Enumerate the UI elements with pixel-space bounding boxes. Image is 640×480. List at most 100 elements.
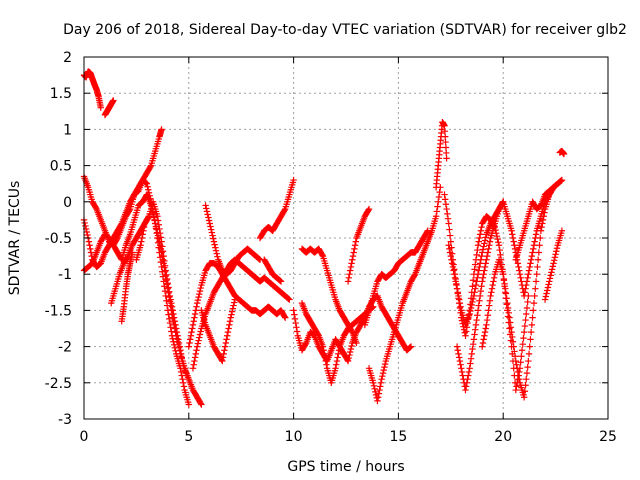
data-point	[193, 343, 201, 350]
data-point	[117, 255, 125, 262]
series-arc-20	[361, 227, 431, 329]
data-point	[375, 390, 383, 397]
data-point	[446, 226, 453, 233]
data-point	[516, 375, 523, 383]
data-point	[346, 267, 354, 274]
data-point	[508, 227, 515, 234]
data-point	[178, 354, 186, 361]
data-point	[541, 209, 548, 216]
series-arc-14	[261, 256, 285, 285]
x-tick-label: 5	[184, 429, 193, 445]
data-point	[160, 278, 167, 285]
data-point	[514, 368, 522, 376]
data-point	[172, 321, 179, 329]
data-point	[517, 359, 524, 366]
data-point	[380, 366, 387, 374]
data-point	[170, 314, 178, 321]
data-point	[345, 274, 352, 282]
data-point	[166, 288, 173, 295]
data-point	[346, 351, 353, 359]
data-point	[476, 231, 484, 238]
data-point	[458, 365, 465, 372]
data-point	[476, 234, 483, 242]
data-point	[351, 245, 358, 253]
data-point	[530, 299, 538, 307]
data-point	[229, 305, 237, 312]
x-axis-label: GPS time / hours	[287, 459, 404, 475]
data-point	[290, 307, 297, 314]
series-arc-7	[118, 249, 136, 325]
data-point	[212, 247, 220, 254]
data-point	[450, 267, 457, 274]
data-point	[140, 223, 148, 231]
data-point	[522, 382, 529, 389]
data-point	[546, 275, 554, 282]
data-point	[161, 262, 169, 269]
data-point	[446, 232, 454, 239]
data-point	[202, 202, 209, 209]
data-point	[192, 307, 199, 314]
data-point	[519, 340, 526, 348]
data-point	[277, 278, 285, 285]
series-arc-17	[298, 245, 360, 347]
data-point	[538, 223, 545, 231]
data-point	[523, 278, 531, 285]
data-point	[373, 394, 380, 402]
data-point	[501, 280, 508, 288]
data-point	[475, 238, 482, 245]
data-point	[129, 249, 136, 256]
data-point	[277, 277, 284, 285]
data-point	[97, 104, 104, 111]
data-point	[454, 347, 461, 354]
data-point	[486, 302, 493, 309]
data-point	[457, 361, 464, 368]
data-point	[448, 260, 456, 267]
data-point	[441, 191, 448, 198]
data-point	[520, 328, 528, 336]
data-point	[485, 245, 492, 253]
data-point	[442, 138, 449, 146]
data-point	[423, 228, 431, 236]
x-tick-label: 10	[285, 429, 303, 445]
data-point	[481, 240, 488, 247]
data-point	[192, 350, 199, 358]
data-point	[473, 278, 480, 285]
data-point	[472, 326, 479, 333]
data-point	[467, 355, 475, 362]
data-point	[170, 310, 177, 318]
data-point	[560, 150, 568, 158]
data-point	[173, 328, 181, 336]
data-point	[467, 307, 474, 315]
y-tick-label: 0	[63, 195, 72, 211]
data-point	[509, 333, 516, 341]
data-point	[314, 331, 322, 338]
data-point	[509, 338, 517, 345]
data-point	[210, 235, 217, 242]
x-tick-label: 15	[389, 429, 407, 445]
data-point	[435, 198, 442, 205]
data-point	[548, 269, 555, 276]
data-point	[455, 350, 462, 358]
data-point	[484, 249, 492, 256]
data-point	[180, 379, 187, 386]
data-point	[511, 348, 518, 355]
data-point	[482, 234, 489, 241]
x-tick-label: 20	[494, 429, 512, 445]
data-point	[535, 249, 543, 256]
data-point	[213, 250, 220, 257]
data-point	[145, 214, 152, 221]
data-point	[482, 325, 489, 332]
data-point	[483, 321, 490, 329]
data-point	[487, 292, 494, 300]
data-point	[225, 325, 232, 332]
data-point	[530, 242, 538, 249]
data-point	[444, 215, 452, 222]
data-point	[117, 221, 125, 228]
data-point	[528, 321, 536, 329]
data-point	[193, 347, 200, 354]
data-point	[476, 260, 484, 267]
data-point	[163, 271, 170, 279]
data-point	[92, 204, 100, 212]
data-point	[525, 350, 533, 358]
data-point	[83, 228, 90, 236]
